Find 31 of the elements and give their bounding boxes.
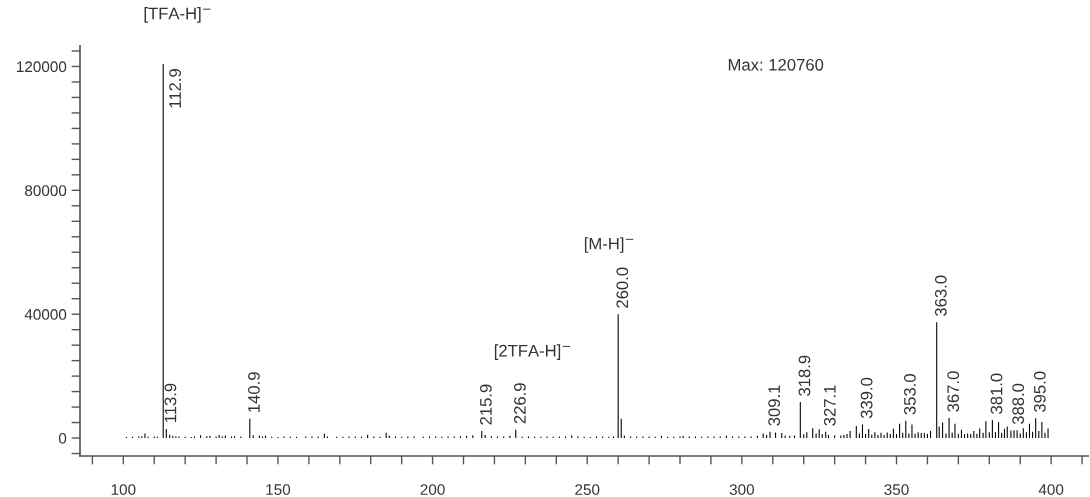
- text: [TFA-H]$^{−}$: [144, 7, 211, 23]
- annotation: 113.9: [164, 383, 177, 423]
- annotation: [2TFA-H]$^{−}$: [494, 344, 570, 360]
- annotation: 215.9: [479, 384, 492, 425]
- annotation: 226.9: [514, 383, 526, 424]
- annotation: 260.0: [616, 267, 629, 308]
- x-tick-label: 250: [575, 484, 600, 495]
- x-tick-label: 100: [111, 484, 136, 495]
- annotation: 112.9: [169, 69, 181, 108]
- annotation: 339.0: [860, 377, 873, 419]
- y-tick-label: 80000: [25, 185, 67, 197]
- annotation: 395.0: [1033, 371, 1046, 413]
- y-tick-label: 0: [58, 432, 67, 444]
- annotation: 367.0: [947, 371, 960, 412]
- x-tick-label: 300: [729, 484, 755, 495]
- x-tick-label: 400: [1038, 484, 1064, 495]
- x-tick-label: 200: [420, 484, 445, 495]
- x-tick-label: 350: [884, 484, 909, 495]
- annotation: 140.9: [248, 372, 260, 412]
- annotation: 381.0: [990, 373, 1003, 414]
- x-tick-label: 150: [266, 484, 291, 495]
- annotation: 309.1: [768, 385, 781, 426]
- annotation: 327.1: [823, 385, 836, 426]
- annotation: 388.0: [1012, 383, 1025, 425]
- annotation: 363.0: [934, 275, 947, 317]
- annotation: [M-H]$^{−}$: [584, 237, 634, 253]
- annotation: 353.0: [904, 374, 916, 415]
- annotation: Max: 120760: [728, 58, 824, 71]
- annotation: 318.9: [798, 355, 811, 396]
- y-tick-label: 40000: [24, 309, 67, 320]
- y-tick-label: 120000: [17, 61, 67, 73]
